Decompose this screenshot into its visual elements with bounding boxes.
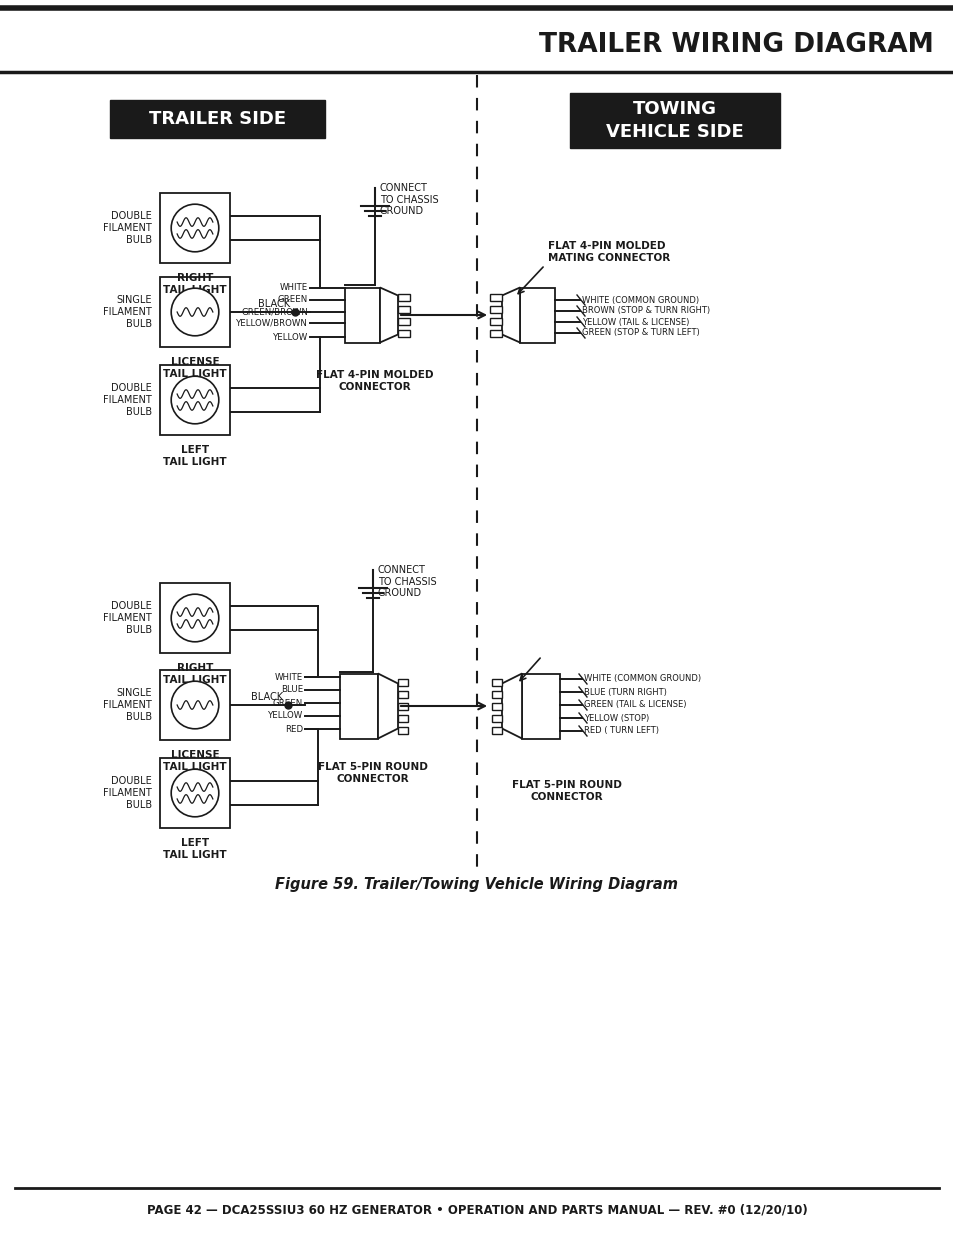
Circle shape <box>171 377 218 424</box>
Text: GREEN/BROWN: GREEN/BROWN <box>241 308 308 316</box>
Text: FLAT 5-PIN ROUND
CONNECTOR: FLAT 5-PIN ROUND CONNECTOR <box>512 781 621 802</box>
Text: RED ( TURN LEFT): RED ( TURN LEFT) <box>583 726 659 736</box>
Bar <box>490 330 501 336</box>
Text: WHITE (COMMON GROUND): WHITE (COMMON GROUND) <box>581 295 699 305</box>
Circle shape <box>171 288 218 336</box>
Bar <box>492 703 501 709</box>
Text: BROWN (STOP & TURN RIGHT): BROWN (STOP & TURN RIGHT) <box>581 306 709 315</box>
Text: DOUBLE
FILAMENT
BULB: DOUBLE FILAMENT BULB <box>103 776 152 810</box>
Bar <box>397 678 408 685</box>
Text: CONNECT
TO CHASSIS
GROUND: CONNECT TO CHASSIS GROUND <box>379 183 438 216</box>
Polygon shape <box>501 673 521 739</box>
Text: BLACK: BLACK <box>251 692 283 701</box>
Text: BLACK: BLACK <box>257 299 290 309</box>
Text: PAGE 42 — DCA25SSIU3 60 HZ GENERATOR • OPERATION AND PARTS MANUAL — REV. #0 (12/: PAGE 42 — DCA25SSIU3 60 HZ GENERATOR • O… <box>147 1203 806 1216</box>
Bar <box>397 317 410 325</box>
Text: YELLOW (TAIL & LICENSE): YELLOW (TAIL & LICENSE) <box>581 317 689 326</box>
Text: RIGHT
TAIL LIGHT: RIGHT TAIL LIGHT <box>163 663 227 684</box>
Text: RIGHT
TAIL LIGHT: RIGHT TAIL LIGHT <box>163 273 227 295</box>
Text: DOUBLE
FILAMENT
BULB: DOUBLE FILAMENT BULB <box>103 211 152 245</box>
Polygon shape <box>377 673 397 739</box>
Bar <box>397 726 408 734</box>
Circle shape <box>171 769 218 816</box>
Text: LICENSE
TAIL LIGHT: LICENSE TAIL LIGHT <box>163 357 227 379</box>
Bar <box>490 317 501 325</box>
Text: WHITE (COMMON GROUND): WHITE (COMMON GROUND) <box>583 674 700 683</box>
Text: CONNECT
TO CHASSIS
GROUND: CONNECT TO CHASSIS GROUND <box>377 564 436 598</box>
Text: BLUE (TURN RIGHT): BLUE (TURN RIGHT) <box>583 688 666 697</box>
Bar <box>397 305 410 312</box>
Text: LEFT
TAIL LIGHT: LEFT TAIL LIGHT <box>163 839 227 860</box>
Bar <box>397 703 408 709</box>
Text: LICENSE
TAIL LIGHT: LICENSE TAIL LIGHT <box>163 750 227 772</box>
Text: SINGLE
FILAMENT
BULB: SINGLE FILAMENT BULB <box>103 295 152 329</box>
Bar <box>397 330 410 336</box>
Bar <box>569 93 780 148</box>
Bar <box>492 678 501 685</box>
Text: WHITE: WHITE <box>274 673 303 682</box>
Bar <box>339 673 377 739</box>
Bar <box>521 673 559 739</box>
Bar <box>160 583 230 653</box>
Circle shape <box>171 594 218 642</box>
Polygon shape <box>379 288 397 342</box>
Text: GREEN (STOP & TURN LEFT): GREEN (STOP & TURN LEFT) <box>581 329 699 337</box>
Text: TRAILER WIRING DIAGRAM: TRAILER WIRING DIAGRAM <box>538 32 933 58</box>
Bar <box>492 690 501 698</box>
Bar <box>492 715 501 721</box>
Bar <box>490 294 501 300</box>
Bar <box>490 305 501 312</box>
Text: YELLOW/BROWN: YELLOW/BROWN <box>236 319 308 327</box>
Bar <box>345 288 379 342</box>
Text: BLUE: BLUE <box>280 685 303 694</box>
Bar <box>397 294 410 300</box>
Text: GREEN: GREEN <box>277 295 308 305</box>
Text: DOUBLE
FILAMENT
BULB: DOUBLE FILAMENT BULB <box>103 601 152 635</box>
Bar <box>519 288 555 342</box>
Bar <box>397 715 408 721</box>
Text: LEFT
TAIL LIGHT: LEFT TAIL LIGHT <box>163 445 227 467</box>
Text: SINGLE
FILAMENT
BULB: SINGLE FILAMENT BULB <box>103 688 152 722</box>
Bar <box>160 193 230 263</box>
Text: DOUBLE
FILAMENT
BULB: DOUBLE FILAMENT BULB <box>103 383 152 417</box>
Text: TOWING
VEHICLE SIDE: TOWING VEHICLE SIDE <box>605 100 743 141</box>
Text: YELLOW: YELLOW <box>268 711 303 720</box>
Text: WHITE: WHITE <box>279 284 308 293</box>
Text: GREEN (TAIL & LICENSE): GREEN (TAIL & LICENSE) <box>583 700 686 709</box>
Polygon shape <box>501 288 519 342</box>
Bar <box>160 366 230 435</box>
Circle shape <box>171 682 218 729</box>
Text: FLAT 5-PIN ROUND
CONNECTOR: FLAT 5-PIN ROUND CONNECTOR <box>317 762 428 783</box>
Text: RED: RED <box>285 725 303 734</box>
Bar <box>492 726 501 734</box>
Text: YELLOW: YELLOW <box>273 332 308 342</box>
Text: FLAT 4-PIN MOLDED
CONNECTOR: FLAT 4-PIN MOLDED CONNECTOR <box>315 370 434 391</box>
Text: GREEN: GREEN <box>273 699 303 708</box>
Bar <box>110 100 325 138</box>
Bar <box>160 277 230 347</box>
Text: YELLOW (STOP): YELLOW (STOP) <box>583 714 649 722</box>
Text: Figure 59. Trailer/Towing Vehicle Wiring Diagram: Figure 59. Trailer/Towing Vehicle Wiring… <box>275 878 678 893</box>
Text: TRAILER SIDE: TRAILER SIDE <box>149 110 286 128</box>
Circle shape <box>171 204 218 252</box>
Bar <box>160 758 230 827</box>
Text: FLAT 4-PIN MOLDED
MATING CONNECTOR: FLAT 4-PIN MOLDED MATING CONNECTOR <box>547 241 670 263</box>
Bar <box>397 690 408 698</box>
Bar <box>160 671 230 740</box>
